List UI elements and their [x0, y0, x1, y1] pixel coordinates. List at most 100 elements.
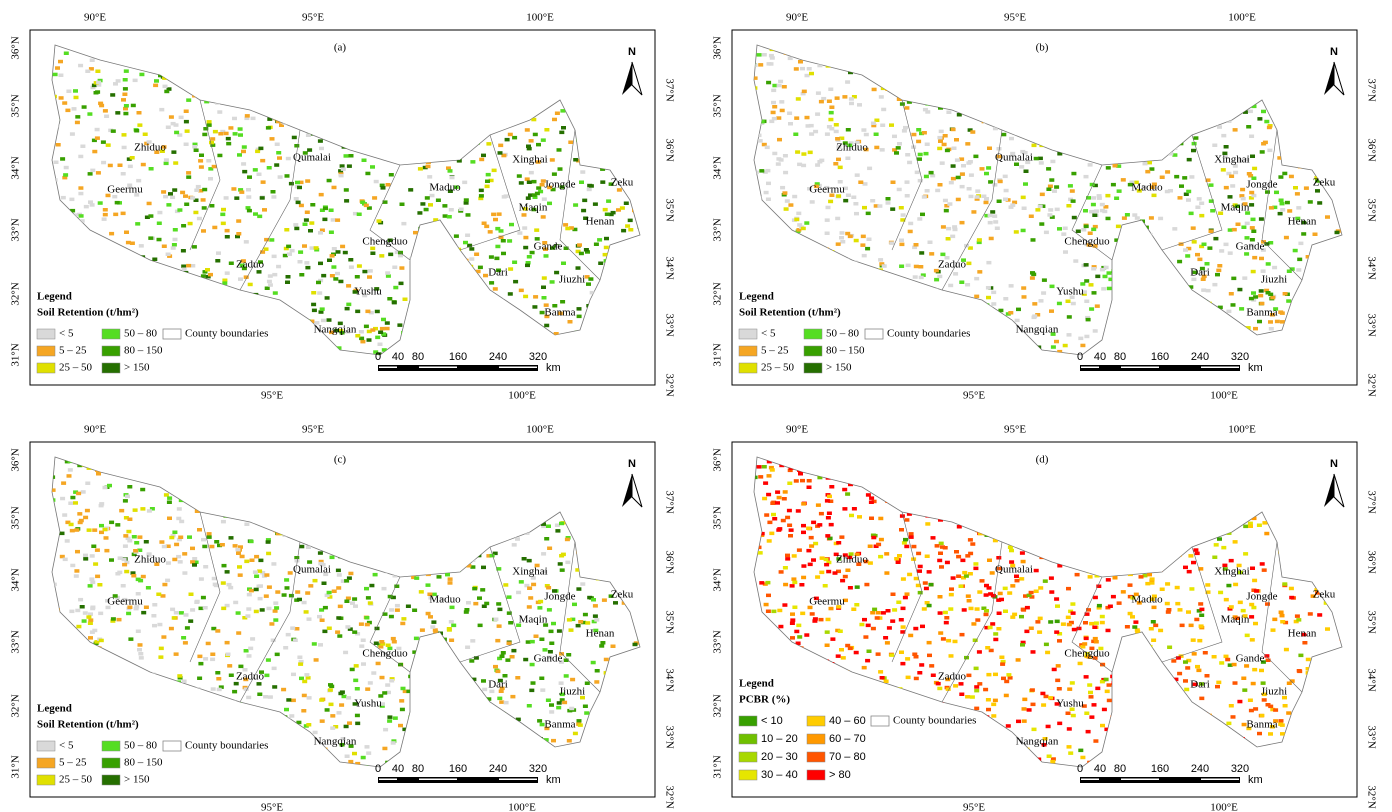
map-pixel	[861, 128, 866, 132]
map-pixel	[817, 160, 822, 164]
map-pixel	[469, 257, 474, 261]
map-pixel	[807, 67, 812, 71]
map-pixel	[327, 259, 332, 263]
map-pixel	[993, 632, 998, 636]
map-pixel	[940, 253, 945, 257]
county-label: Gande	[534, 241, 563, 253]
scale-label: 80	[412, 351, 424, 363]
map-pixel	[241, 150, 246, 154]
map-pixel	[152, 624, 157, 628]
map-pixel	[947, 202, 952, 206]
map-pixel	[245, 614, 250, 618]
map-pixel	[305, 266, 310, 270]
map-pixel	[920, 625, 925, 629]
map-pixel	[103, 213, 108, 217]
map-pixel	[804, 221, 809, 225]
map-pixel	[186, 175, 191, 179]
map-pixel	[133, 79, 138, 83]
legend-label: 50 – 80	[124, 740, 158, 752]
map-pixel	[804, 633, 809, 637]
map-pixel	[492, 169, 497, 173]
map-pixel	[903, 126, 908, 129]
map-pixel	[906, 264, 911, 268]
map-pixel	[417, 211, 422, 215]
map-pixel	[231, 187, 236, 191]
map-pixel	[197, 217, 202, 221]
map-pixel	[1205, 262, 1210, 266]
map-pixel	[1278, 175, 1283, 179]
map-pixel	[1003, 610, 1008, 614]
map-pixel	[917, 157, 922, 161]
map-pixel	[96, 472, 101, 476]
map-pixel	[525, 264, 530, 268]
map-pixel	[1066, 204, 1071, 208]
map-pixel	[61, 196, 66, 200]
map-pixel	[1241, 197, 1246, 201]
map-pixel	[570, 678, 575, 682]
map-pixel	[254, 610, 259, 614]
map-pixel	[185, 626, 190, 630]
map-pixel	[164, 493, 169, 497]
map-pixel	[765, 169, 770, 173]
map-pixel	[450, 176, 455, 180]
map-pixel	[1237, 700, 1242, 704]
map-pixel	[925, 143, 930, 147]
map-pixel	[473, 602, 478, 606]
lon-label: 100°E	[508, 390, 536, 402]
map-pixel	[908, 634, 913, 638]
map-pixel	[102, 217, 107, 221]
map-pixel	[1046, 167, 1051, 171]
map-pixel	[1111, 183, 1116, 187]
map-pixel	[391, 637, 396, 641]
map-pixel	[352, 752, 357, 756]
map-pixel	[69, 198, 74, 202]
map-pixel	[1308, 200, 1313, 204]
map-pixel	[69, 523, 74, 527]
map-pixel	[241, 162, 246, 166]
map-pixel	[250, 559, 255, 563]
map-pixel	[950, 235, 955, 239]
map-pixel	[447, 628, 452, 632]
map-pixel	[1191, 226, 1196, 230]
map-pixel	[1261, 110, 1266, 114]
map-pixel	[95, 575, 100, 579]
map-pixel	[104, 549, 109, 553]
map-pixel	[1029, 215, 1034, 219]
map-pixel	[134, 541, 139, 545]
map-pixel	[172, 531, 177, 535]
map-pixel	[226, 142, 231, 146]
map-pixel	[386, 183, 391, 187]
map-pixel	[602, 598, 607, 602]
map-pixel	[166, 253, 171, 257]
map-pixel	[828, 118, 833, 122]
legend-label: County boundaries	[185, 740, 268, 752]
map-pixel	[862, 254, 867, 258]
map-pixel	[625, 224, 630, 228]
map-pixel	[613, 601, 618, 605]
map-pixel	[870, 611, 875, 615]
map-pixel	[299, 204, 304, 208]
map-pixel	[1072, 628, 1077, 632]
map-pixel	[316, 281, 321, 285]
map-pixel	[559, 522, 564, 526]
map-pixel	[1284, 648, 1289, 652]
map-pixel	[122, 146, 127, 150]
map-pixel	[1047, 213, 1052, 217]
county-label: Xinghai	[1214, 154, 1249, 166]
county-label: Zeku	[611, 589, 634, 601]
map-pixel	[325, 296, 330, 300]
map-pixel	[192, 563, 197, 567]
map-pixel	[795, 150, 800, 154]
map-pixel	[78, 64, 83, 68]
lat-label: 35°N	[1365, 198, 1377, 221]
map-pixel	[284, 228, 289, 232]
map-pixel	[266, 552, 271, 556]
map-pixel	[379, 254, 384, 258]
map-pixel	[899, 206, 904, 210]
map-pixel	[777, 84, 782, 88]
map-pixel	[347, 721, 352, 725]
map-pixel	[1260, 150, 1265, 154]
map-pixel	[76, 492, 81, 496]
map-pixel	[227, 583, 232, 587]
map-pixel	[87, 528, 92, 532]
